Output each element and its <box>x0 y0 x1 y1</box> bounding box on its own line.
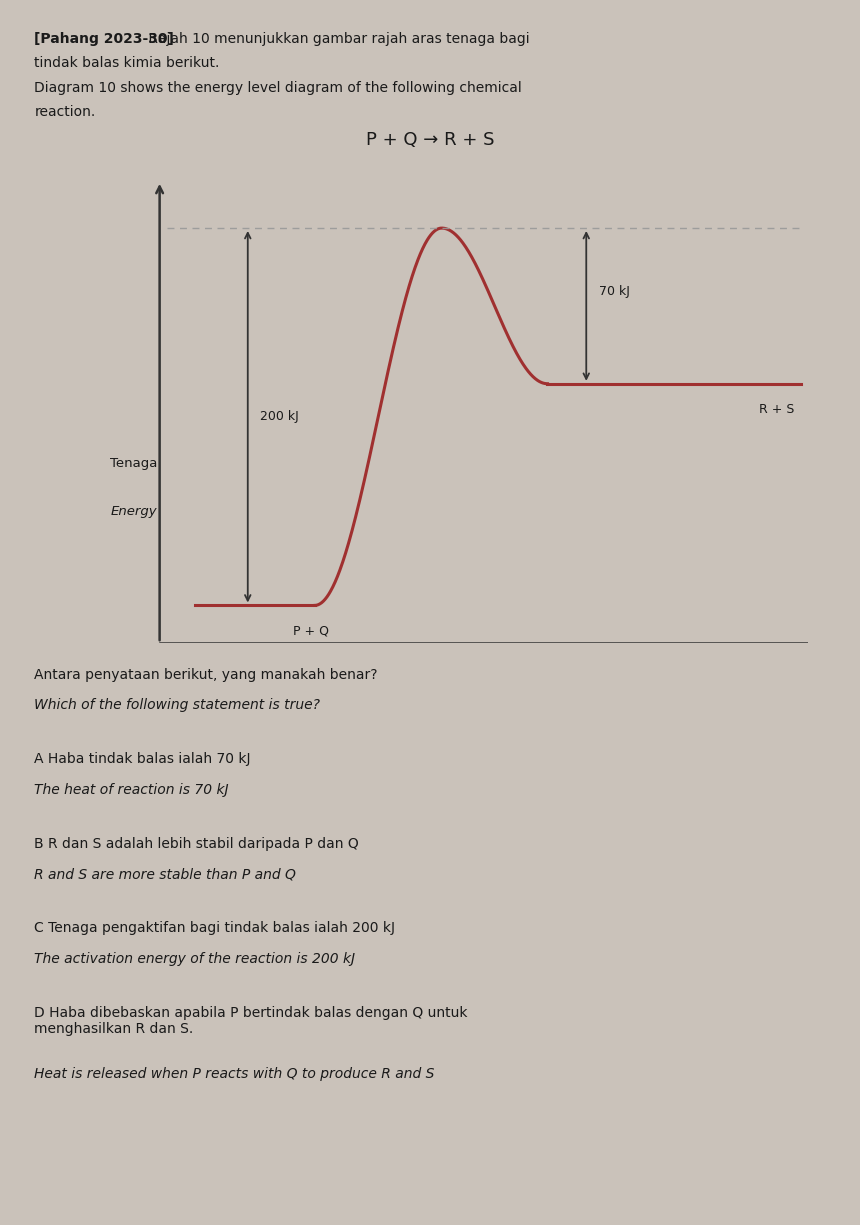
Text: The heat of reaction is 70 kJ: The heat of reaction is 70 kJ <box>34 783 229 796</box>
Text: Tenaga: Tenaga <box>110 457 157 470</box>
Text: Which of the following statement is true?: Which of the following statement is true… <box>34 698 321 712</box>
Text: 70 kJ: 70 kJ <box>599 285 630 298</box>
Text: tindak balas kimia berikut.: tindak balas kimia berikut. <box>34 56 220 70</box>
Text: The activation energy of the reaction is 200 kJ: The activation energy of the reaction is… <box>34 952 355 965</box>
Text: Heat is released when P reacts with Q to produce R and S: Heat is released when P reacts with Q to… <box>34 1067 435 1080</box>
Text: Rajah 10 menunjukkan gambar rajah aras tenaga bagi: Rajah 10 menunjukkan gambar rajah aras t… <box>144 32 530 45</box>
Text: P + Q: P + Q <box>293 625 329 637</box>
Text: C Tenaga pengaktifan bagi tindak balas ialah 200 kJ: C Tenaga pengaktifan bagi tindak balas i… <box>34 921 396 935</box>
Text: Energy: Energy <box>110 505 157 518</box>
Text: [Pahang 2023-30]: [Pahang 2023-30] <box>34 32 175 45</box>
Text: reaction.: reaction. <box>34 105 95 119</box>
Text: D Haba dibebaskan apabila P bertindak balas dengan Q untuk
menghasilkan R dan S.: D Haba dibebaskan apabila P bertindak ba… <box>34 1006 468 1036</box>
Text: R and S are more stable than P and Q: R and S are more stable than P and Q <box>34 867 297 881</box>
Text: R + S: R + S <box>759 403 795 415</box>
Text: 200 kJ: 200 kJ <box>261 410 299 424</box>
Text: P + Q → R + S: P + Q → R + S <box>366 131 494 149</box>
Text: Diagram 10 shows the energy level diagram of the following chemical: Diagram 10 shows the energy level diagra… <box>34 81 522 94</box>
Text: Antara penyataan berikut, yang manakah benar?: Antara penyataan berikut, yang manakah b… <box>34 668 378 681</box>
Text: A Haba tindak balas ialah 70 kJ: A Haba tindak balas ialah 70 kJ <box>34 752 251 766</box>
Text: B R dan S adalah lebih stabil daripada P dan Q: B R dan S adalah lebih stabil daripada P… <box>34 837 359 850</box>
